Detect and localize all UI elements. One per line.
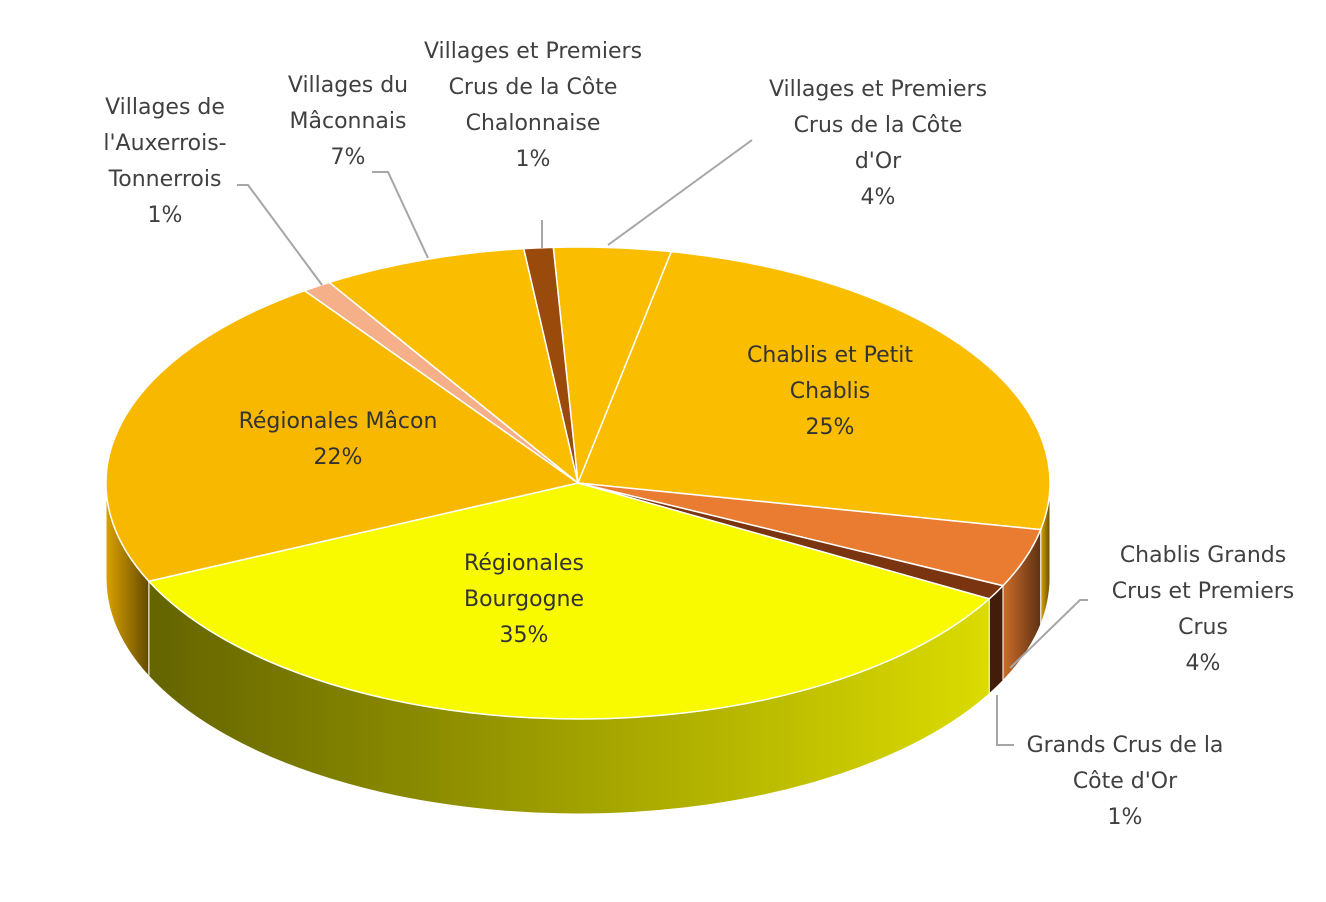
data-label: Villages et Premiers Crus de la Côte d'O… xyxy=(768,72,988,216)
slice xyxy=(327,247,580,485)
category-label: Régionales Bourgogne xyxy=(463,551,585,612)
slice xyxy=(105,289,580,583)
category-label: Villages du Mâconnais xyxy=(287,73,409,134)
value-label: 22% xyxy=(313,445,363,470)
category-label: Régionales Mâcon xyxy=(238,409,438,434)
category-label: Villages et Premiers Crus de la Côte Cha… xyxy=(423,39,643,136)
value-label: 1% xyxy=(147,203,183,228)
data-label: Villages du Mâconnais 7% xyxy=(273,68,423,176)
leader-line xyxy=(996,695,1014,746)
value-label: 1% xyxy=(1107,805,1143,830)
category-label: Villages et Premiers Crus de la Côte d'O… xyxy=(768,77,988,174)
data-label: Chablis et Petit Chablis 25% xyxy=(730,338,930,446)
category-label: Grands Crus de la Côte d'Or xyxy=(1026,733,1224,794)
data-label: Villages de l'Auxerrois-Tonnerrois 1% xyxy=(90,90,240,234)
value-label: 35% xyxy=(499,623,549,648)
leader-line xyxy=(607,139,753,246)
slice xyxy=(522,246,579,484)
value-label: 7% xyxy=(330,145,366,170)
category-label: Villages de l'Auxerrois-Tonnerrois xyxy=(103,95,227,192)
category-label: Chablis Grands Crus et Premiers Crus xyxy=(1111,543,1295,640)
leader-line xyxy=(372,171,429,259)
slice xyxy=(147,482,991,720)
value-label: 4% xyxy=(1185,651,1221,676)
leader-line xyxy=(237,184,323,286)
value-label: 4% xyxy=(860,185,896,210)
value-label: 1% xyxy=(515,147,551,172)
data-label: Grands Crus de la Côte d'Or 1% xyxy=(1005,728,1245,836)
value-label: 25% xyxy=(805,415,855,440)
data-label: Régionales Mâcon 22% xyxy=(203,404,473,476)
data-label: Régionales Bourgogne 35% xyxy=(444,546,604,654)
data-label: Chablis Grands Crus et Premiers Crus 4% xyxy=(1093,538,1313,682)
data-label: Villages et Premiers Crus de la Côte Cha… xyxy=(418,34,648,178)
category-label: Chablis et Petit Chablis xyxy=(747,343,913,404)
slice-side xyxy=(988,584,1004,695)
slice xyxy=(576,250,1051,531)
leader-line xyxy=(1009,599,1088,669)
